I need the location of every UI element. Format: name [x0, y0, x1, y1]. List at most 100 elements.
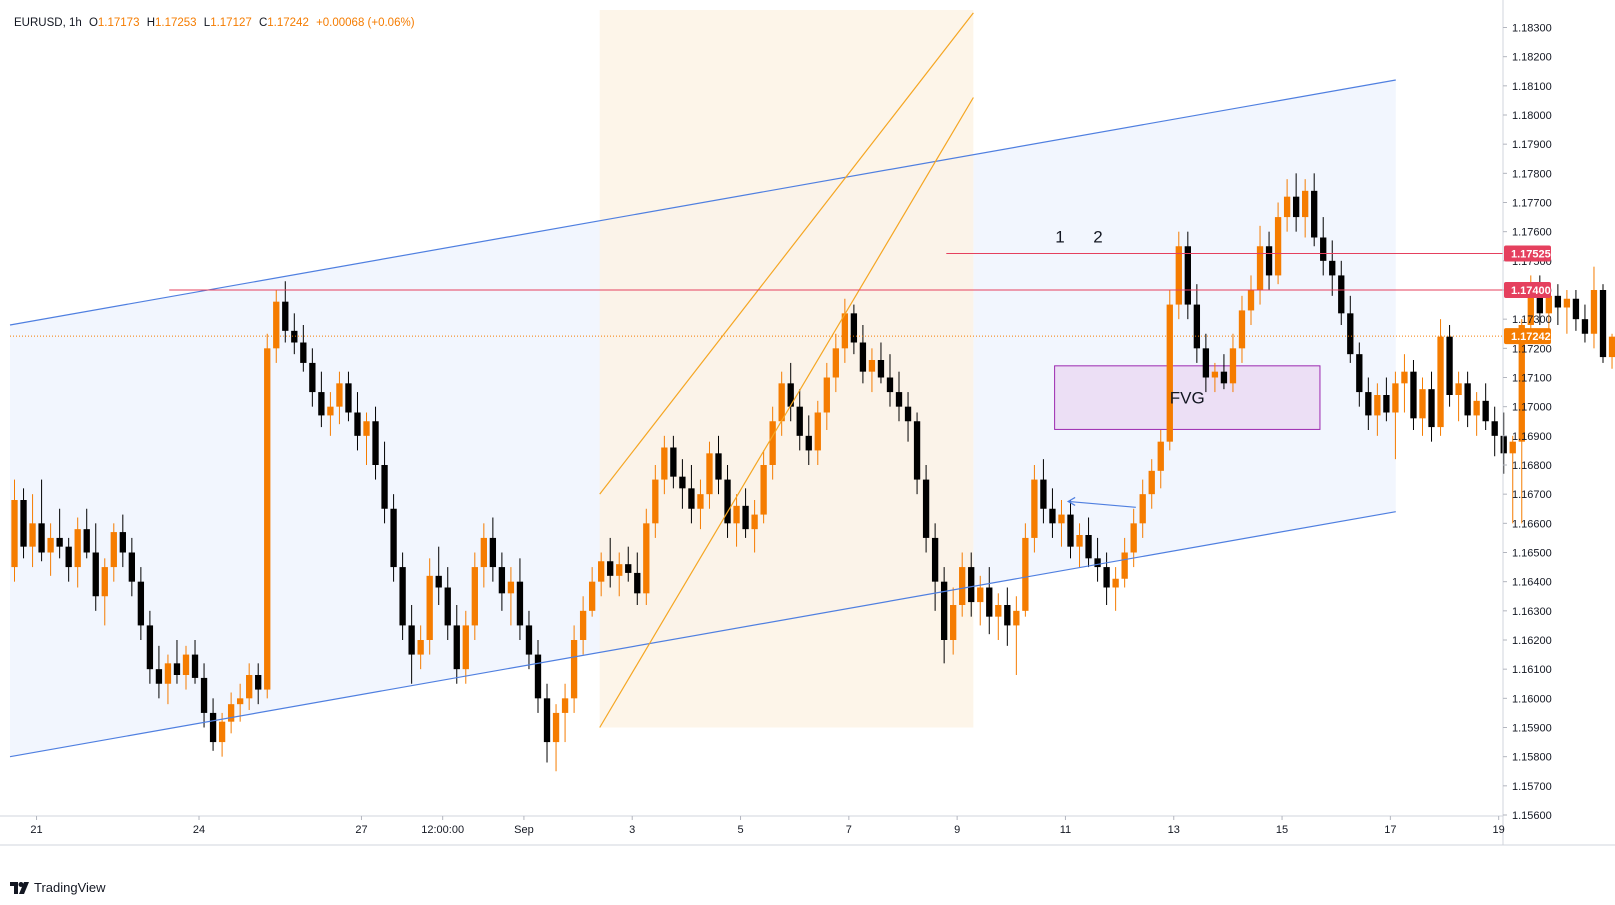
candle-body: [1311, 190, 1318, 238]
candle-body: [688, 488, 695, 509]
x-tick-label: 27: [355, 824, 367, 836]
candle-body: [291, 330, 298, 343]
candle-body: [209, 712, 217, 743]
y-tick-label: 1.17100: [1512, 373, 1552, 385]
candle-body: [498, 567, 506, 594]
candle-body: [1148, 470, 1155, 495]
candle-body: [1229, 348, 1237, 384]
candle-body: [273, 301, 280, 349]
candle-body: [381, 465, 388, 509]
candle-body: [950, 605, 957, 640]
candle-body: [345, 383, 352, 413]
candle-body: [1320, 237, 1327, 261]
candle-body: [453, 625, 460, 670]
candle-body: [426, 575, 433, 640]
y-tick-label: 1.15800: [1512, 752, 1552, 764]
y-tick-label: 1.17900: [1512, 139, 1552, 151]
channel-upper-line: [9, 79, 1396, 326]
candle-body: [1383, 395, 1390, 413]
candle-body: [534, 654, 542, 699]
candle-body: [1175, 246, 1182, 305]
fvg-box: [1054, 365, 1321, 430]
candle-body: [868, 360, 876, 372]
candle-body: [904, 406, 912, 422]
candle-body: [1428, 389, 1435, 428]
x-tick-label: 17: [1384, 824, 1396, 836]
candle-body: [1292, 196, 1300, 218]
candle-body: [886, 377, 894, 393]
candle-body: [1545, 295, 1553, 314]
candle-body: [1464, 383, 1471, 416]
candle-body: [1410, 371, 1417, 419]
candle-body: [977, 587, 984, 603]
candle-body: [877, 360, 885, 378]
y-tick-label: 1.16500: [1512, 548, 1552, 560]
candle-body: [724, 479, 731, 524]
tradingview-brand[interactable]: TradingView: [10, 880, 106, 895]
y-tick-label: 1.16000: [1512, 693, 1552, 705]
candle-body: [841, 313, 849, 349]
candle-body: [47, 537, 54, 553]
candle-body: [742, 505, 749, 530]
candle-body: [480, 537, 487, 568]
candle-body: [1572, 298, 1580, 320]
candle-body: [1446, 336, 1453, 395]
candle-body: [507, 581, 515, 594]
candle-body: [913, 421, 921, 480]
y-tick-label: 1.17700: [1512, 198, 1552, 210]
candle-body: [327, 406, 334, 416]
candle-body: [1220, 371, 1228, 384]
candle-body: [940, 581, 948, 640]
y-tick-label: 1.16600: [1512, 518, 1552, 530]
channel-fills: [10, 10, 1396, 757]
y-tick-label: 1.18200: [1512, 52, 1552, 64]
y-tick-label: 1.17200: [1512, 343, 1552, 355]
candle-body: [1049, 508, 1056, 524]
candle-body: [236, 698, 244, 705]
x-tick-label: 7: [846, 824, 852, 836]
candle-body: [570, 640, 578, 699]
candle-body: [1184, 246, 1191, 305]
candle-body: [850, 313, 858, 343]
candle-body: [1581, 319, 1589, 334]
candle-body: [20, 500, 27, 547]
candle-body: [814, 412, 821, 451]
candle-body: [218, 721, 226, 743]
orange-channel-zone: [599, 10, 974, 728]
drawings: [9, 12, 1503, 758]
y-tick-label: 1.16800: [1512, 460, 1552, 472]
candle-body: [968, 567, 975, 603]
candle-body: [616, 564, 623, 576]
candle-body: [173, 663, 181, 675]
tradingview-logo-icon: [10, 881, 29, 894]
candle-body: [1599, 290, 1607, 358]
candle-body: [1247, 290, 1255, 311]
candle-body: [625, 564, 632, 573]
price-tag-label: 1.17525: [1511, 249, 1551, 261]
candle-body: [1455, 383, 1462, 395]
candle-body: [760, 465, 767, 515]
candle-body: [29, 523, 36, 547]
candle-body: [1347, 313, 1354, 355]
candle-body: [733, 505, 740, 524]
x-tick-label: 21: [30, 824, 42, 836]
y-tick-label: 1.15700: [1512, 781, 1552, 793]
candle-body: [1356, 354, 1363, 393]
x-tick-label: 5: [737, 824, 743, 836]
candle-body: [363, 421, 370, 436]
candle-body: [38, 523, 45, 553]
candle-body: [1022, 537, 1029, 611]
x-tick-label: 13: [1168, 824, 1180, 836]
y-tick-label: 1.16900: [1512, 431, 1552, 443]
candle-body: [1283, 196, 1291, 218]
candle-body: [182, 654, 190, 675]
candle-body: [607, 561, 614, 576]
candle-body: [435, 575, 442, 588]
candle-body: [543, 698, 551, 743]
channel-lower-line: [9, 511, 1396, 758]
candle-body: [1202, 348, 1210, 378]
candle-body: [399, 567, 406, 626]
candle-body: [200, 677, 208, 713]
candle-body: [1265, 246, 1273, 276]
